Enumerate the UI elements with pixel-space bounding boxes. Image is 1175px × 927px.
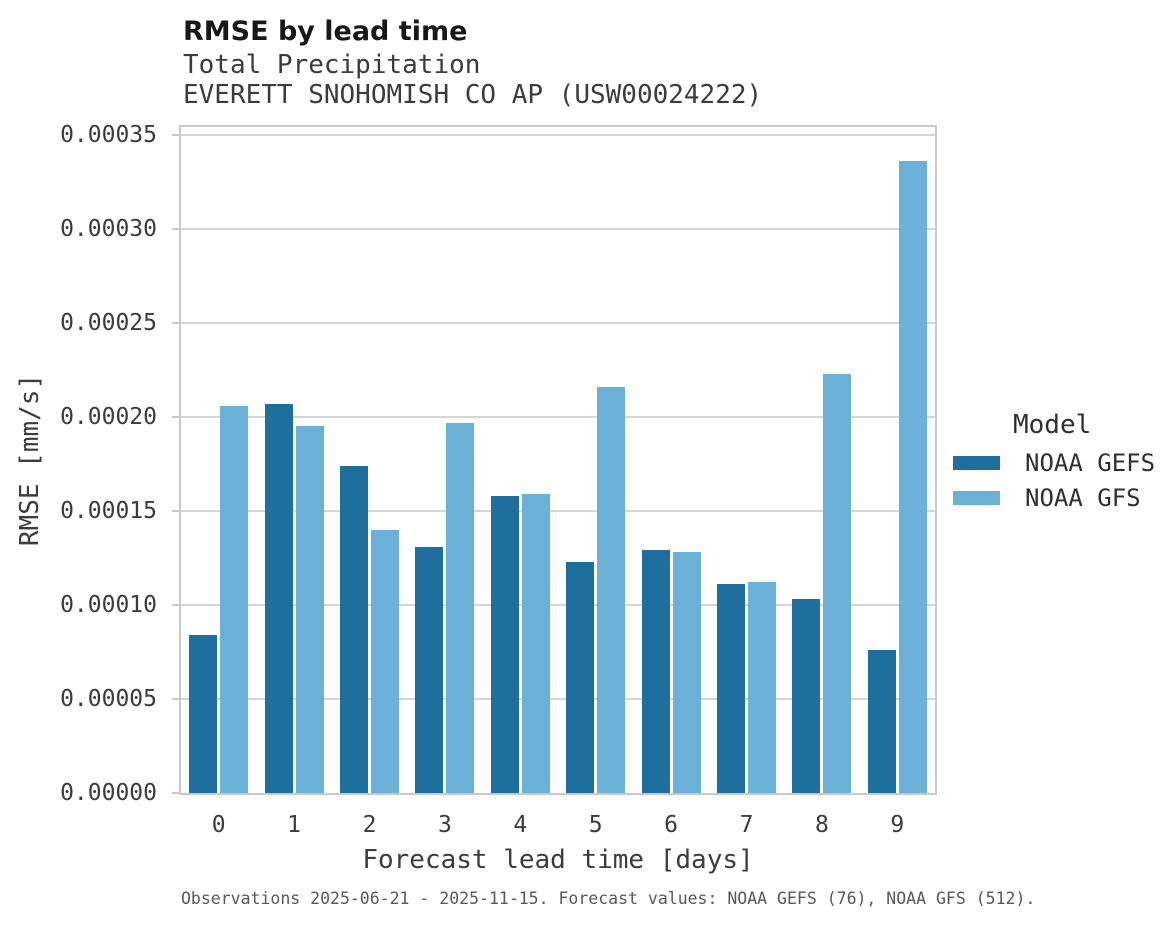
bar-noaa-gfs-lead-8 (823, 374, 852, 793)
x-tick-label: 6 (664, 812, 679, 838)
x-tick-label: 2 (362, 812, 377, 838)
bar-noaa-gefs-lead-8 (792, 599, 821, 793)
gridline (181, 134, 935, 136)
y-tick-mark (172, 228, 179, 230)
y-tick-mark (172, 792, 179, 794)
y-tick-mark (172, 698, 179, 700)
y-tick-mark (172, 322, 179, 324)
legend: Model NOAA GEFS NOAA GFS (953, 410, 1175, 512)
x-tick-label: 3 (437, 812, 452, 838)
x-tick-label: 4 (513, 812, 528, 838)
gridline (181, 322, 935, 324)
y-tick-label: 0.00010 (60, 592, 157, 618)
bar-noaa-gefs-lead-0 (189, 635, 218, 793)
bar-noaa-gefs-lead-9 (867, 650, 896, 793)
y-tick-label: 0.00005 (60, 686, 157, 712)
bar-noaa-gfs-lead-0 (220, 406, 249, 793)
x-tick-label: 7 (739, 812, 754, 838)
plot-panel (179, 125, 937, 795)
y-tick-label: 0.00020 (60, 404, 157, 430)
chart-station-subtitle: EVERETT SNOHOMISH CO AP (USW00024222) (183, 80, 763, 110)
legend-swatch-noaa-gefs (953, 456, 1000, 470)
bar-noaa-gfs-lead-3 (446, 423, 475, 793)
y-tick-mark (172, 134, 179, 136)
bar-noaa-gefs-lead-3 (415, 547, 444, 793)
bar-noaa-gfs-lead-9 (898, 161, 927, 793)
gridline (181, 228, 935, 230)
caption: Observations 2025-06-21 - 2025-11-15. Fo… (181, 889, 1036, 908)
bar-noaa-gfs-lead-7 (748, 582, 776, 793)
gridline (181, 604, 935, 606)
bar-noaa-gefs-lead-6 (641, 550, 670, 793)
chart-title: RMSE by lead time (183, 16, 468, 47)
x-axis-title: Forecast lead time [days] (362, 845, 754, 875)
legend-title: Model (1013, 410, 1092, 440)
y-tick-label: 0.00000 (60, 780, 157, 806)
x-tick-label: 1 (287, 812, 302, 838)
y-tick-label: 0.00030 (60, 216, 157, 242)
y-tick-label: 0.00025 (60, 310, 157, 336)
y-tick-label: 0.00015 (60, 498, 157, 524)
bar-noaa-gfs-lead-2 (371, 530, 399, 793)
x-tick-label: 8 (814, 812, 829, 838)
y-tick-mark (172, 510, 179, 512)
legend-swatch-noaa-gfs (953, 491, 1000, 505)
x-tick-label: 0 (211, 812, 226, 838)
gridline (181, 416, 935, 418)
bar-noaa-gefs-lead-1 (264, 404, 293, 793)
bar-noaa-gfs-lead-1 (295, 426, 324, 793)
y-tick-mark (172, 416, 179, 418)
x-tick-label: 9 (890, 812, 905, 838)
bar-noaa-gfs-lead-4 (521, 494, 550, 793)
legend-item-noaa-gfs: NOAA GFS (953, 484, 1175, 512)
bar-noaa-gefs-lead-7 (717, 584, 745, 793)
y-tick-label: 0.00035 (60, 122, 157, 148)
bar-noaa-gfs-lead-5 (597, 387, 626, 793)
bar-noaa-gefs-lead-5 (566, 562, 595, 793)
legend-label-noaa-gefs: NOAA GEFS (1025, 449, 1156, 477)
chart-subtitle: Total Precipitation (183, 50, 481, 80)
legend-label-noaa-gfs: NOAA GFS (1025, 484, 1141, 512)
bar-noaa-gefs-lead-4 (490, 496, 519, 793)
legend-item-noaa-gefs: NOAA GEFS (953, 449, 1175, 477)
gridline (181, 698, 935, 700)
gridline (181, 510, 935, 512)
bar-noaa-gefs-lead-2 (340, 466, 368, 793)
bar-noaa-gfs-lead-6 (672, 552, 701, 793)
x-tick-label: 5 (588, 812, 603, 838)
y-tick-mark (172, 604, 179, 606)
